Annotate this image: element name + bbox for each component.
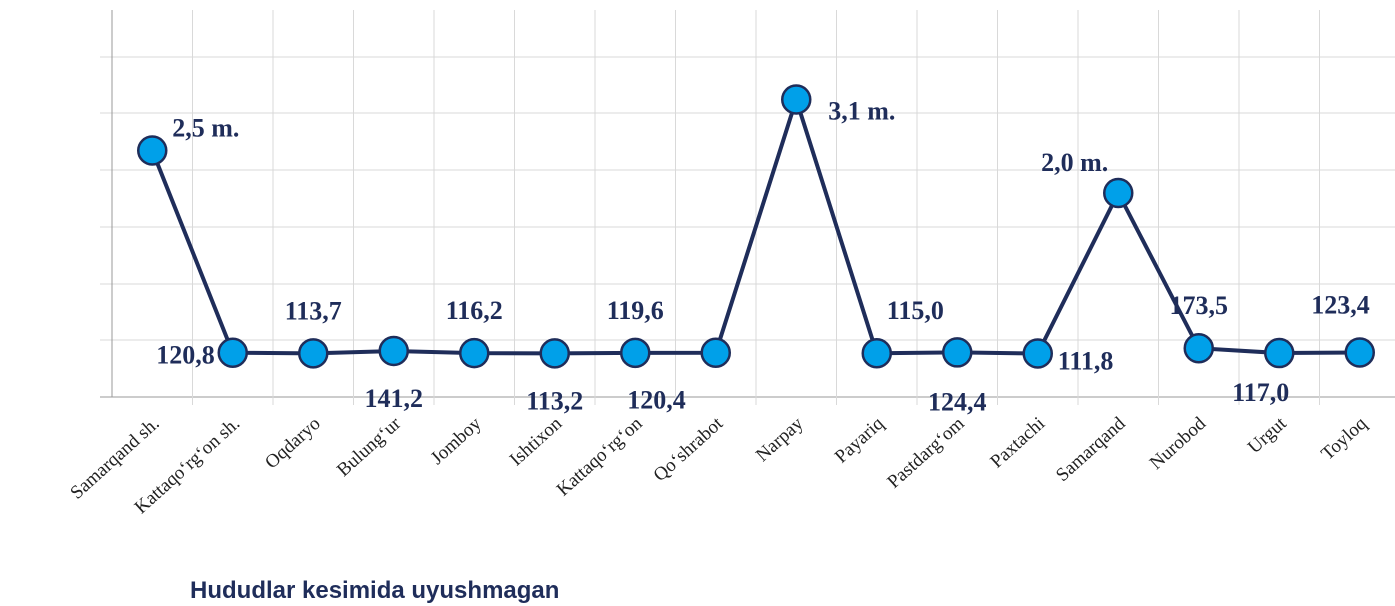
x-tick-label: Toyloq <box>1317 413 1371 465</box>
x-tick-label: Kattaqo‘rg‘on <box>553 413 647 501</box>
data-label: 141,2 <box>365 384 424 413</box>
data-label: 2,5 m. <box>172 113 239 142</box>
data-label: 2,0 m. <box>1041 148 1108 177</box>
data-label: 173,5 <box>1170 291 1229 320</box>
marker <box>298 338 329 369</box>
x-tick-label: Payariq <box>831 413 889 468</box>
data-label: 113,2 <box>526 386 583 415</box>
data-label: 111,8 <box>1058 346 1114 375</box>
data-label: 116,2 <box>446 296 503 325</box>
marker <box>942 337 973 368</box>
marker <box>781 84 812 115</box>
annotation: Hududlar kesimida uyushmagan <box>190 577 559 604</box>
marker <box>1264 337 1295 369</box>
x-tick-label: Ishtixon <box>506 413 567 471</box>
marker <box>620 337 651 369</box>
data-label: 120,8 <box>156 341 215 370</box>
marker <box>1344 337 1375 368</box>
x-tick-label: Nurobod <box>1146 413 1211 474</box>
marker <box>700 337 731 369</box>
x-tick-label: Pastdarg‘om <box>883 413 968 493</box>
data-label: 120,4 <box>627 386 686 415</box>
marker <box>217 337 248 368</box>
line <box>150 92 1360 356</box>
data-label: 124,4 <box>928 387 987 416</box>
data-label: 117,0 <box>1232 378 1289 407</box>
marker <box>1022 338 1053 369</box>
marker <box>1103 177 1134 209</box>
marker <box>861 337 892 369</box>
data-label: 119,6 <box>607 296 664 325</box>
data-label: 3,1 m. <box>828 96 895 125</box>
x-tick-label: Jomboy <box>427 413 486 469</box>
x-tick-label: Narpay <box>752 413 808 466</box>
marker <box>459 337 490 369</box>
data-label: 115,0 <box>887 296 944 325</box>
data-label: 113,7 <box>285 296 342 325</box>
x-tick-label: Oqdaryo <box>261 413 324 473</box>
marker <box>378 335 409 367</box>
x-tick-label: Samarqand <box>1052 413 1130 486</box>
x-tick-label: Qo‘shrabot <box>650 413 728 486</box>
x-tick-label: Bulung‘ur <box>333 413 406 481</box>
data-label: 123,4 <box>1311 290 1370 319</box>
x-tick-label: Urgut <box>1244 413 1291 459</box>
marker <box>1183 333 1214 364</box>
marker <box>539 338 570 369</box>
x-tick-label: Paxtachi <box>986 413 1049 472</box>
marker <box>137 135 168 166</box>
